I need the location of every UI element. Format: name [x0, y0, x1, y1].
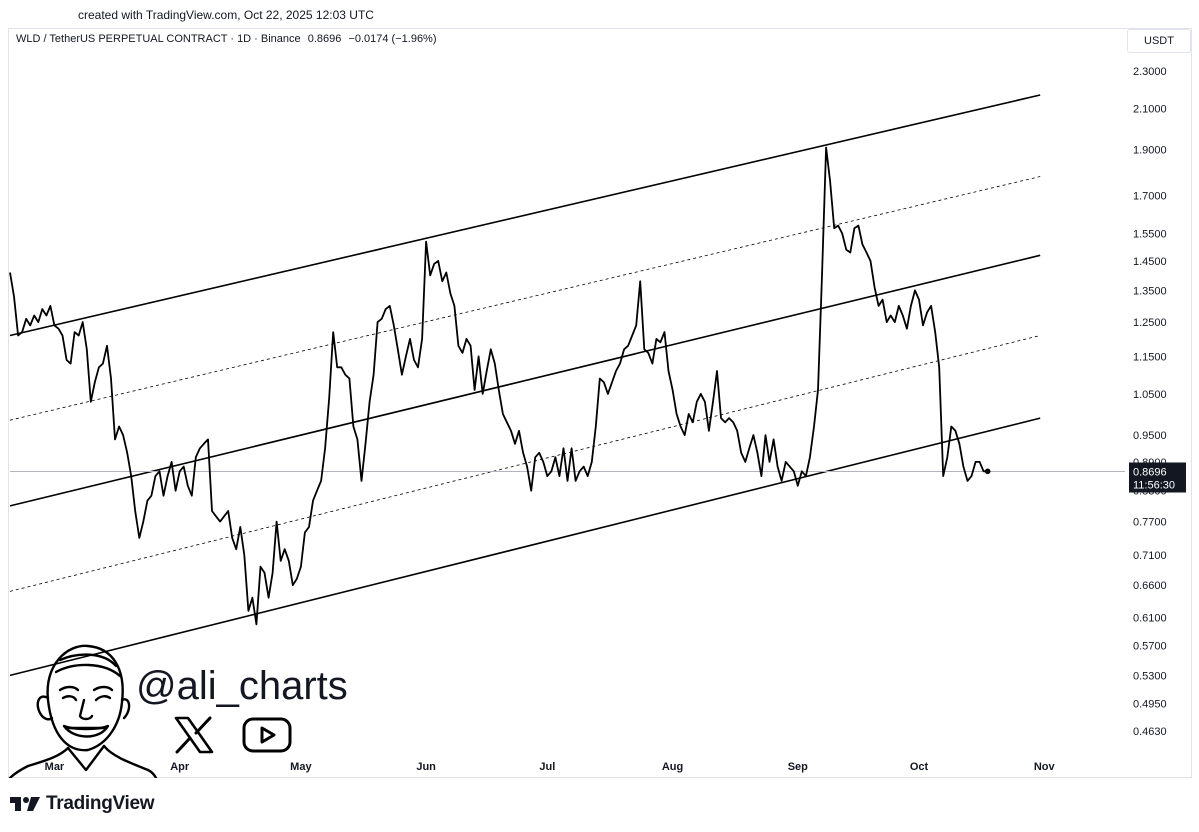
channel-line-5[interactable]: [9, 417, 1041, 677]
x-logo-icon[interactable]: [174, 716, 214, 754]
countdown-label: 11:56:30: [1133, 479, 1175, 491]
y-tick-label: 2.3000: [1133, 66, 1167, 78]
channel-line-4[interactable]: [9, 335, 1041, 592]
legend-price: 0.8696: [307, 33, 342, 45]
youtube-icon[interactable]: [242, 716, 292, 754]
channel-line-3[interactable]: [9, 254, 1041, 507]
x-tick-label: Jun: [416, 761, 436, 773]
x-tick-label: Sep: [788, 761, 808, 773]
x-tick-label: Mar: [45, 761, 65, 773]
tradingview-mark-icon: [10, 797, 40, 811]
y-tick-label: 0.9500: [1133, 430, 1167, 442]
y-tick-label: 0.6100: [1133, 612, 1167, 624]
y-tick-label: 0.5700: [1133, 640, 1167, 652]
x-tick-label: Apr: [170, 761, 190, 773]
price-axis: 2.3000 2.1000 1.9000 1.7000 1.5500 1.4500 1.35…: [1129, 66, 1186, 738]
x-tick-label: May: [290, 761, 312, 773]
x-tick-label: Oct: [910, 761, 929, 773]
y-tick-label: 0.5300: [1133, 670, 1167, 682]
x-tick-label: Aug: [662, 761, 683, 773]
tradingview-logo[interactable]: TradingView: [10, 793, 155, 815]
legend-change: −0.0174 (−1.96%): [348, 33, 437, 45]
last-price-dot: [984, 468, 991, 475]
y-tick-label: 1.1500: [1133, 351, 1167, 363]
y-tick-label: 1.7000: [1133, 190, 1167, 202]
y-tick-label: 1.2500: [1133, 317, 1167, 329]
y-tick-label: 1.5500: [1133, 229, 1167, 241]
y-tick-label: 0.6600: [1133, 580, 1167, 592]
time-axis: Mar Apr May Jun Jul Aug Sep Oct Nov: [45, 761, 1056, 773]
chart-credit: created with TradingView.com, Oct 22, 20…: [78, 8, 374, 22]
price-line[interactable]: [9, 146, 988, 626]
y-tick-label: 0.7700: [1133, 517, 1167, 529]
watermark-handle: @ali_charts: [136, 664, 348, 708]
current-price-label: 0.8696: [1133, 466, 1167, 478]
channel-line-1[interactable]: [9, 94, 1041, 337]
y-tick-label: 0.4630: [1133, 726, 1167, 738]
x-tick-label: Nov: [1034, 761, 1056, 773]
y-tick-label: 2.1000: [1133, 103, 1167, 115]
current-price-badge: [1129, 462, 1186, 493]
currency-selector[interactable]: USDT: [1127, 29, 1191, 53]
y-tick-label: 1.9000: [1133, 145, 1167, 157]
chart-frame: [8, 28, 1192, 778]
y-tick-label: 1.0500: [1133, 389, 1167, 401]
x-tick-label: Jul: [539, 761, 555, 773]
y-tick-label: 0.7100: [1133, 550, 1167, 562]
y-tick-label: 1.4500: [1133, 256, 1167, 268]
avatar-sketch: [8, 644, 158, 778]
tradingview-brand: TradingView: [46, 793, 155, 814]
symbol-legend: WLD / TetherUS PERPETUAL CONTRACT · 1D ·…: [16, 33, 441, 45]
y-tick-label: 1.3500: [1133, 285, 1167, 297]
price-series: [9, 146, 1125, 626]
channel-line-2[interactable]: [9, 176, 1041, 421]
symbol-name: WLD / TetherUS PERPETUAL CONTRACT · 1D ·…: [16, 33, 301, 45]
y-tick-label: 0.4950: [1133, 699, 1167, 711]
channel-lines: [9, 94, 1041, 677]
